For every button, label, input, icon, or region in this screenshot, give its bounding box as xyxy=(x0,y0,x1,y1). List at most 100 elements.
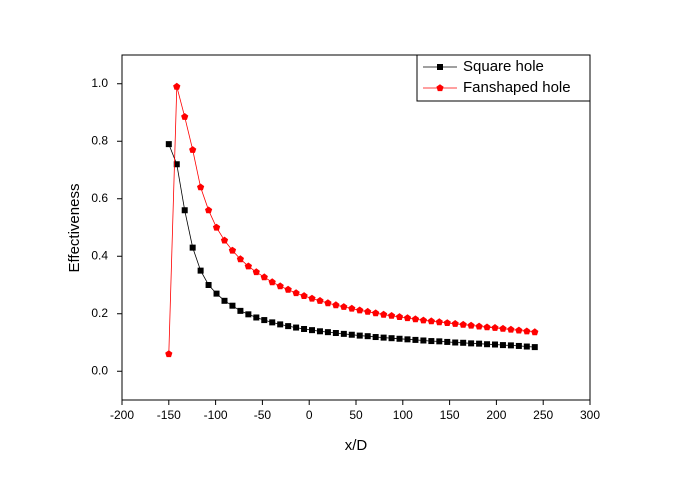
marker xyxy=(452,339,459,346)
marker xyxy=(260,273,268,281)
marker xyxy=(451,320,459,327)
marker xyxy=(356,332,363,339)
marker xyxy=(348,304,356,312)
marker xyxy=(324,329,331,336)
marker xyxy=(459,320,467,328)
marker xyxy=(372,309,380,317)
marker xyxy=(276,282,284,290)
series-line xyxy=(168,86,535,355)
marker xyxy=(476,340,483,347)
marker xyxy=(189,244,196,251)
marker xyxy=(403,314,412,322)
marker xyxy=(364,307,372,315)
marker xyxy=(340,303,348,310)
marker xyxy=(332,330,339,337)
marker xyxy=(380,334,387,341)
y-tick-label: 1.0 xyxy=(91,76,108,90)
x-tick-label: 50 xyxy=(349,408,363,422)
marker xyxy=(229,302,236,309)
marker xyxy=(189,146,197,153)
marker xyxy=(284,285,292,293)
x-tick-label: 300 xyxy=(580,408,600,422)
marker xyxy=(293,324,300,331)
x-tick-label: -100 xyxy=(204,408,228,422)
y-tick-label: 0.2 xyxy=(91,306,108,320)
x-tick-label: 0 xyxy=(306,408,313,422)
marker xyxy=(507,342,514,349)
marker xyxy=(491,324,499,331)
marker xyxy=(499,342,506,349)
marker xyxy=(507,325,515,333)
marker xyxy=(436,84,444,92)
marker xyxy=(237,307,244,314)
marker xyxy=(523,343,530,350)
marker xyxy=(475,322,483,330)
marker xyxy=(236,255,244,263)
marker xyxy=(372,334,379,341)
series-line xyxy=(168,143,535,348)
x-tick-label: 100 xyxy=(393,408,413,422)
marker xyxy=(435,318,443,326)
marker xyxy=(205,282,212,288)
marker xyxy=(467,321,475,329)
marker xyxy=(213,290,220,297)
marker xyxy=(395,313,404,320)
marker xyxy=(523,327,531,335)
marker xyxy=(277,321,284,328)
marker xyxy=(245,311,252,318)
marker xyxy=(332,301,340,309)
marker xyxy=(436,338,443,345)
legend-text: Fanshaped hole xyxy=(463,79,571,96)
marker xyxy=(483,323,491,331)
marker xyxy=(388,312,396,319)
marker xyxy=(515,342,522,349)
marker xyxy=(316,328,323,335)
marker xyxy=(301,325,308,332)
marker xyxy=(419,316,427,324)
marker xyxy=(411,315,420,323)
marker xyxy=(269,319,276,326)
marker xyxy=(285,323,292,330)
marker xyxy=(443,319,451,326)
marker xyxy=(444,338,451,345)
marker xyxy=(173,82,181,90)
marker xyxy=(428,338,435,345)
x-axis-title: x/D xyxy=(345,437,368,454)
marker xyxy=(220,236,229,244)
marker xyxy=(268,278,276,286)
marker xyxy=(380,310,388,318)
marker xyxy=(340,330,347,337)
marker xyxy=(324,299,332,307)
marker xyxy=(468,340,475,347)
marker xyxy=(396,335,403,342)
marker xyxy=(300,292,308,299)
marker xyxy=(491,341,498,348)
x-tick-label: -200 xyxy=(110,408,134,422)
marker xyxy=(356,306,364,314)
marker xyxy=(253,314,260,321)
marker xyxy=(228,246,237,254)
marker xyxy=(261,317,268,324)
y-tick-label: 0.4 xyxy=(91,248,108,262)
marker xyxy=(244,262,252,270)
marker xyxy=(404,336,411,343)
x-tick-label: 250 xyxy=(533,408,553,422)
marker xyxy=(197,183,205,191)
marker xyxy=(165,141,172,148)
marker xyxy=(292,289,300,297)
marker xyxy=(460,339,467,346)
y-tick-label: 0.8 xyxy=(91,133,108,147)
marker xyxy=(499,324,507,332)
marker xyxy=(165,350,173,358)
marker xyxy=(427,317,435,325)
marker xyxy=(181,207,188,214)
x-tick-label: -50 xyxy=(254,408,272,422)
y-axis-title: Effectiveness xyxy=(66,184,83,273)
marker xyxy=(316,297,324,304)
marker xyxy=(515,326,523,334)
marker xyxy=(173,161,180,168)
x-tick-label: 150 xyxy=(440,408,460,422)
marker xyxy=(412,336,419,343)
